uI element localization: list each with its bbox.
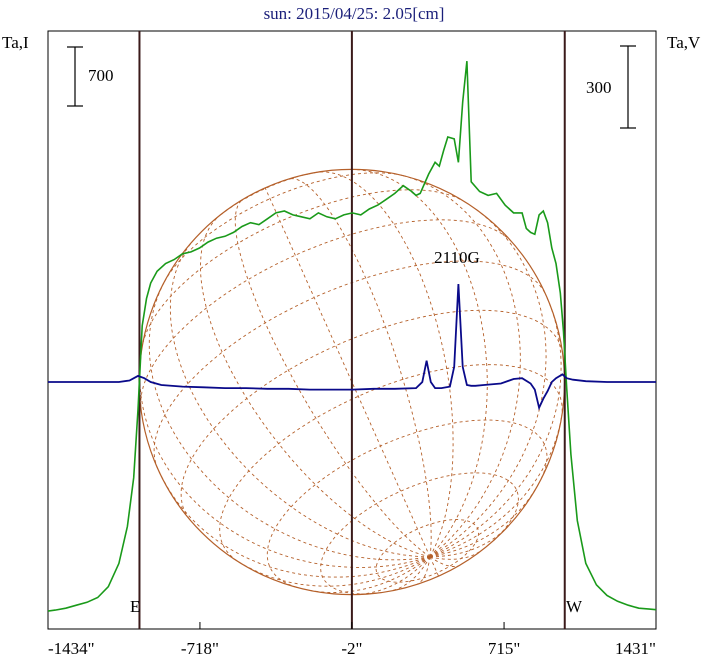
disk-longitude-line <box>264 187 431 557</box>
x-axis-ticks: -1434" -718" -2" 715" 1431" <box>47 622 657 658</box>
x-tick-label: -2" <box>341 639 362 658</box>
disk-longitude-line <box>392 556 431 592</box>
scale-bar-left <box>67 46 83 107</box>
disk-latitude-line <box>180 309 563 520</box>
disk-longitude-line <box>429 489 536 558</box>
disk-latitude-line <box>215 171 322 220</box>
scale-label-left: 700 <box>88 66 114 85</box>
disk-longitude-line <box>309 556 431 593</box>
disk-longitude-line <box>429 295 562 558</box>
disk-longitude-line <box>288 178 432 557</box>
disk-longitude-line <box>357 556 431 595</box>
y-axis-label-left: Ta,I <box>2 33 29 52</box>
chart-title: sun: 2015/04/25: 2.05[cm] <box>264 4 445 23</box>
disk-longitude-line <box>157 468 431 578</box>
x-tick-label: 1431" <box>615 639 656 658</box>
series-line-polarization <box>48 283 656 411</box>
disk-longitude-line <box>139 357 431 568</box>
disk-longitude-line <box>429 415 563 558</box>
disk-longitude-line <box>417 556 431 585</box>
x-tick-label: -1434" <box>48 639 95 658</box>
disk-latitude-line <box>142 189 463 344</box>
scale-label-right: 300 <box>586 78 612 97</box>
disk-longitude-line <box>200 215 431 558</box>
disk-longitude-line <box>429 550 481 560</box>
limb-lines <box>138 31 566 629</box>
disk-longitude-line <box>316 171 454 558</box>
solar-disk <box>138 168 566 596</box>
disk-latitude-line <box>219 364 563 562</box>
disk-longitude-line <box>429 527 508 558</box>
annotation-label: 2110G <box>434 248 480 267</box>
x-tick-label: 715" <box>488 639 520 658</box>
disk-longitude-line <box>429 208 547 558</box>
disk-latitude-line <box>140 219 512 407</box>
disk-longitude-line <box>148 281 431 561</box>
y-axis-label-right: Ta,V <box>667 33 701 52</box>
disk-longitude-line <box>429 556 440 577</box>
disk-longitude-line <box>353 168 488 558</box>
scale-bar-right <box>620 45 636 129</box>
disk-longitude-line <box>429 556 459 567</box>
series-line-intensity <box>47 61 657 612</box>
disk-latitude-line <box>320 472 519 595</box>
disk-longitude-line <box>234 199 431 558</box>
limb-label-west: W <box>566 597 583 616</box>
disk-longitude-line <box>169 241 431 558</box>
x-tick-label: -718" <box>181 639 219 658</box>
disk-latitude-line <box>153 260 547 469</box>
limb-label-east: E <box>130 597 140 616</box>
disk-longitude-line <box>236 556 431 587</box>
